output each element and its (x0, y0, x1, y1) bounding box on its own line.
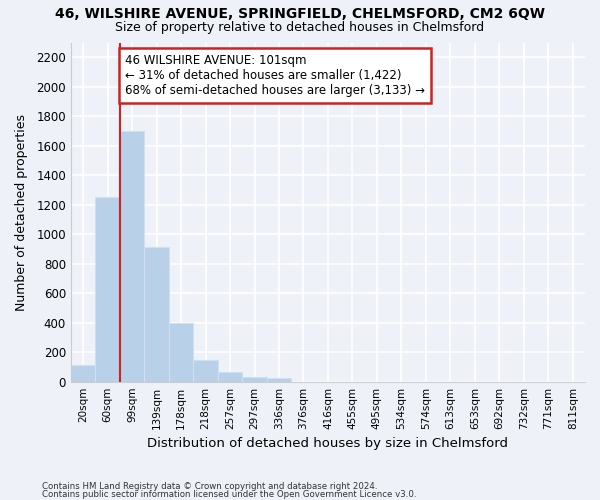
Bar (267, 378, 291, 382)
Bar (169, 322, 193, 382)
Text: Contains public sector information licensed under the Open Government Licence v3: Contains public sector information licen… (42, 490, 416, 499)
Bar (71, 364, 95, 382)
Text: Contains HM Land Registry data © Crown copyright and database right 2024.: Contains HM Land Registry data © Crown c… (42, 482, 377, 491)
Bar (218, 372, 242, 382)
Text: Size of property relative to detached houses in Chelmsford: Size of property relative to detached ho… (115, 21, 485, 34)
Bar (242, 376, 267, 382)
X-axis label: Distribution of detached houses by size in Chelmsford: Distribution of detached houses by size … (148, 437, 508, 450)
Bar (193, 360, 218, 382)
Bar (95, 198, 120, 382)
Y-axis label: Number of detached properties: Number of detached properties (15, 114, 28, 310)
Text: 46 WILSHIRE AVENUE: 101sqm
← 31% of detached houses are smaller (1,422)
68% of s: 46 WILSHIRE AVENUE: 101sqm ← 31% of deta… (125, 54, 425, 98)
Bar (145, 248, 169, 382)
Bar (120, 131, 145, 382)
Text: 46, WILSHIRE AVENUE, SPRINGFIELD, CHELMSFORD, CM2 6QW: 46, WILSHIRE AVENUE, SPRINGFIELD, CHELMS… (55, 8, 545, 22)
